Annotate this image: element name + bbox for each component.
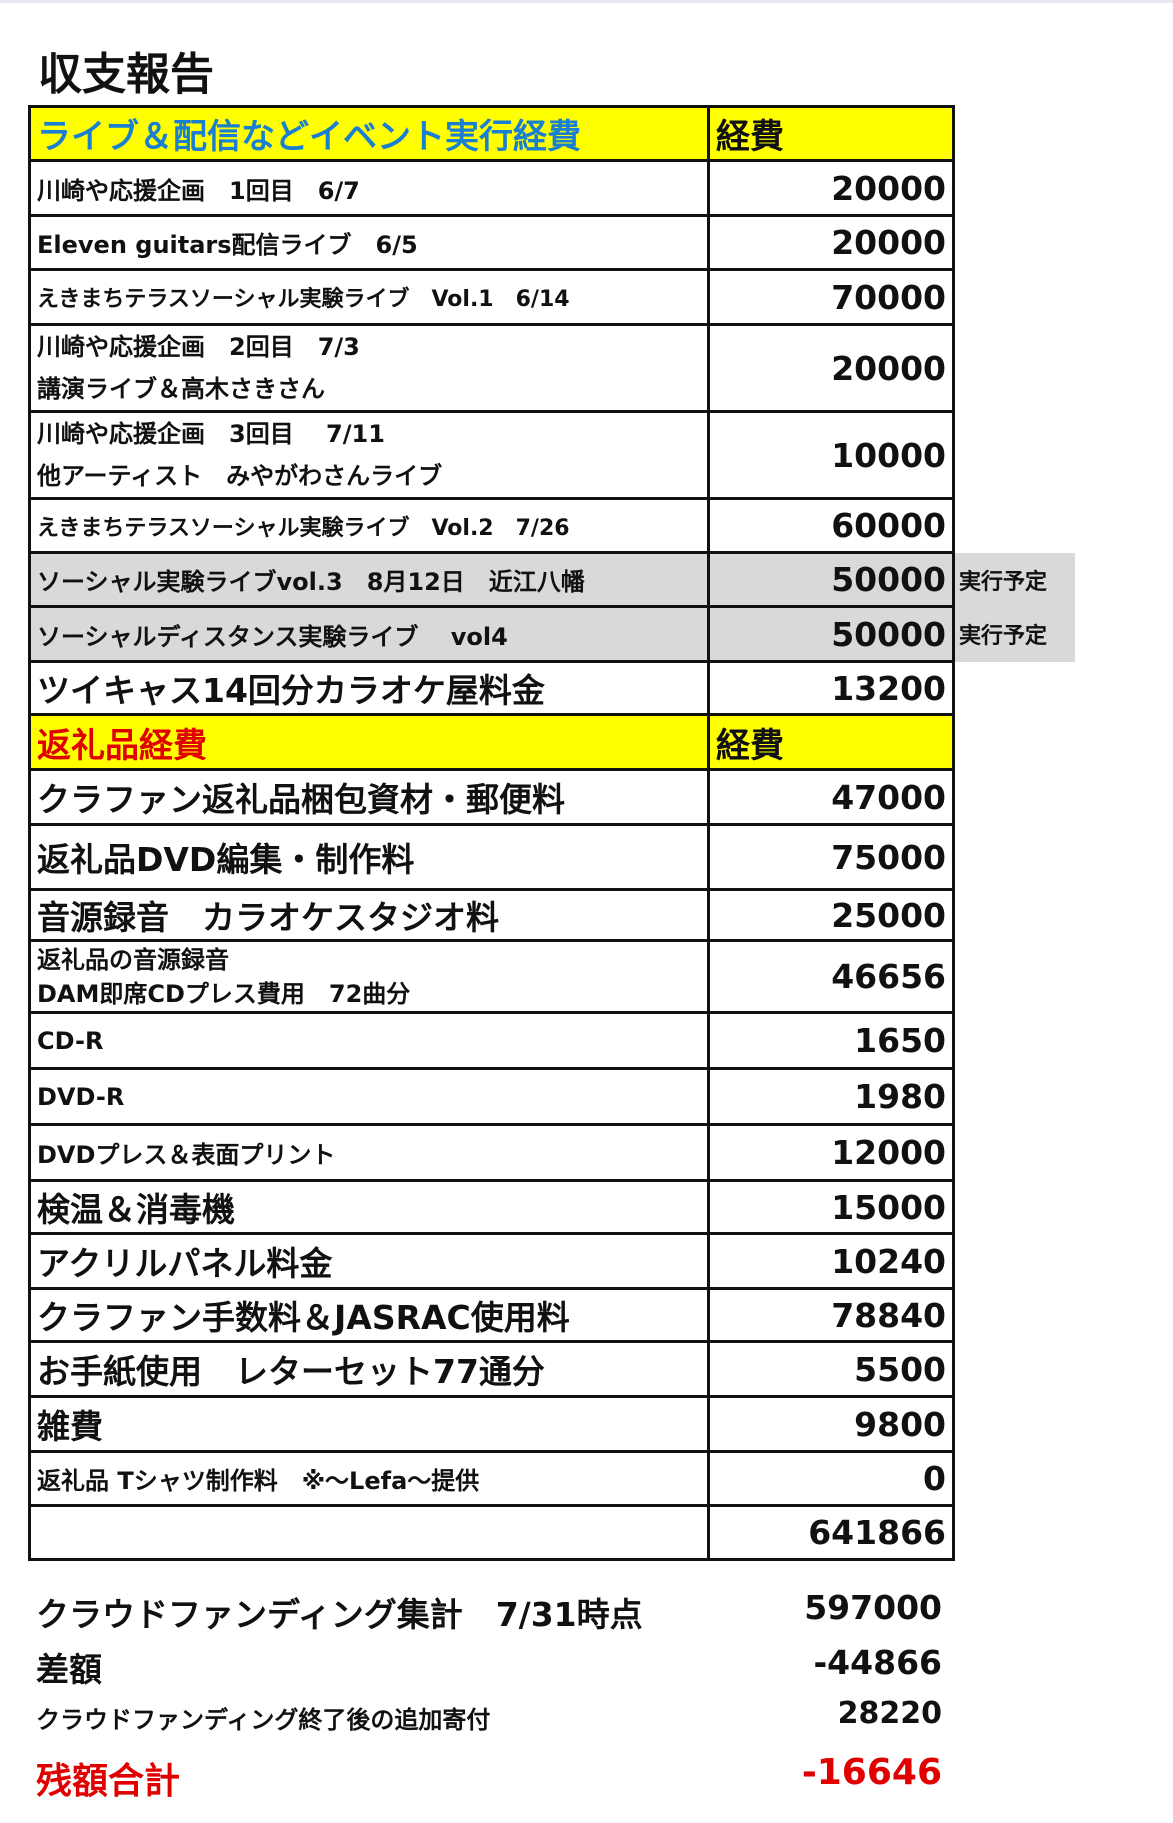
row-value: 70000 bbox=[707, 268, 955, 326]
row-label: 返礼品DVD編集・制作料 bbox=[28, 823, 710, 891]
total-row: 641866 bbox=[28, 1504, 1077, 1561]
table-row: 音源録音 カラオケスタジオ料 25000 bbox=[28, 888, 1077, 942]
row-value: 5500 bbox=[707, 1340, 955, 1398]
page-title: 収支報告 bbox=[38, 49, 214, 100]
row-label: ソーシャル実験ライブvol.3 8月12日 近江八幡 bbox=[28, 551, 710, 608]
table-row: DVDプレス＆表面プリント 12000 bbox=[28, 1123, 1077, 1182]
row-value: 10000 bbox=[707, 410, 955, 500]
table-row: DVD-R 1980 bbox=[28, 1067, 1077, 1126]
top-bar bbox=[0, 0, 1173, 3]
summary-crowdfunding: クラウドファンディング集計 7/31時点 597000 bbox=[36, 1588, 942, 1634]
table-row: クラファン返礼品梱包資材・郵便料 47000 bbox=[28, 768, 1077, 826]
row-value: 75000 bbox=[707, 823, 955, 891]
row-label: 返礼品 Tシャツ制作料 ※～Lefa～提供 bbox=[28, 1450, 710, 1507]
row-value: 15000 bbox=[707, 1179, 955, 1235]
row-value: 25000 bbox=[707, 888, 955, 942]
row-label: 音源録音 カラオケスタジオ料 bbox=[28, 888, 710, 942]
row-value: 13200 bbox=[707, 660, 955, 716]
total-value: 641866 bbox=[707, 1504, 955, 1561]
row-value: 47000 bbox=[707, 768, 955, 826]
row-value: 50000 bbox=[707, 605, 955, 663]
table-row: 川崎や応援企画 1回目 6/7 20000 bbox=[28, 159, 1077, 217]
row-label: DVD-R bbox=[28, 1067, 710, 1126]
table-row: えきまちテラスソーシャル実験ライブ Vol.1 6/14 70000 bbox=[28, 268, 1077, 326]
section-title: 返礼品経費 bbox=[28, 713, 710, 771]
cost-header: 経費 bbox=[707, 713, 955, 771]
row-value: 1650 bbox=[707, 1011, 955, 1070]
table-row: えきまちテラスソーシャル実験ライブ Vol.2 7/26 60000 bbox=[28, 497, 1077, 554]
row-label: アクリルパネル料金 bbox=[28, 1232, 710, 1290]
row-value: 12000 bbox=[707, 1123, 955, 1182]
row-value: 78840 bbox=[707, 1287, 955, 1343]
table-row: Eleven guitars配信ライブ 6/5 20000 bbox=[28, 214, 1077, 271]
summary-difference: 差額 -44866 bbox=[36, 1643, 942, 1689]
row-value: 1980 bbox=[707, 1067, 955, 1126]
summary-additional-donation: クラウドファンディング終了後の追加寄付 28220 bbox=[36, 1696, 942, 1734]
row-value: 50000 bbox=[707, 551, 955, 608]
row-label: 川崎や応援企画 1回目 6/7 bbox=[28, 159, 710, 217]
row-label: ソーシャルディスタンス実験ライブ vol4 bbox=[28, 605, 710, 663]
table-row-planned: ソーシャルディスタンス実験ライブ vol4 50000 実行予定 bbox=[28, 605, 1077, 663]
row-value: 46656 bbox=[707, 939, 955, 1014]
row-label: 検温＆消毒機 bbox=[28, 1179, 710, 1235]
table-row: 検温＆消毒機 15000 bbox=[28, 1179, 1077, 1235]
table-row: 返礼品の音源録音 DAM即席CDプレス費用 72曲分 46656 bbox=[28, 939, 1077, 1014]
table-row: 川崎や応援企画 3回目 7/11 他アーティスト みやがわさんライブ 10000 bbox=[28, 410, 1077, 500]
row-value: 20000 bbox=[707, 323, 955, 413]
section-title: ライブ＆配信などイベント実行経費 bbox=[28, 105, 710, 162]
section-header-rewards: 返礼品経費 経費 bbox=[28, 713, 1077, 771]
table-row: お手紙使用 レターセット77通分 5500 bbox=[28, 1340, 1077, 1398]
row-value: 20000 bbox=[707, 159, 955, 217]
row-label: お手紙使用 レターセット77通分 bbox=[28, 1340, 710, 1398]
row-value: 10240 bbox=[707, 1232, 955, 1290]
table-row: 雑費 9800 bbox=[28, 1395, 1077, 1453]
row-label: 雑費 bbox=[28, 1395, 710, 1453]
row-label: Eleven guitars配信ライブ 6/5 bbox=[28, 214, 710, 271]
row-value: 20000 bbox=[707, 214, 955, 271]
table-row: ツイキャス14回分カラオケ屋料金 13200 bbox=[28, 660, 1077, 716]
table-row: 返礼品 Tシャツ制作料 ※～Lefa～提供 0 bbox=[28, 1450, 1077, 1507]
planned-note: 実行予定 bbox=[953, 552, 1077, 607]
table-row: クラファン手数料＆JASRAC使用料 78840 bbox=[28, 1287, 1077, 1343]
row-label: ツイキャス14回分カラオケ屋料金 bbox=[28, 660, 710, 716]
section-header-events: ライブ＆配信などイベント実行経費 経費 bbox=[28, 105, 1077, 162]
row-value: 60000 bbox=[707, 497, 955, 554]
row-value: 0 bbox=[707, 1450, 955, 1507]
table-row: 川崎や応援企画 2回目 7/3 講演ライブ＆高木さきさん 20000 bbox=[28, 323, 1077, 413]
row-label: クラファン手数料＆JASRAC使用料 bbox=[28, 1287, 710, 1343]
row-label: DVDプレス＆表面プリント bbox=[28, 1123, 710, 1182]
row-label: 川崎や応援企画 2回目 7/3 講演ライブ＆高木さきさん bbox=[28, 323, 710, 413]
table-row-planned: ソーシャル実験ライブvol.3 8月12日 近江八幡 50000 実行予定 bbox=[28, 551, 1077, 608]
row-label: 返礼品の音源録音 DAM即席CDプレス費用 72曲分 bbox=[28, 939, 710, 1014]
summary-balance: 残額合計 -16646 bbox=[36, 1752, 942, 1802]
row-label: えきまちテラスソーシャル実験ライブ Vol.2 7/26 bbox=[28, 497, 710, 554]
table-row: 返礼品DVD編集・制作料 75000 bbox=[28, 823, 1077, 891]
row-label: CD-R bbox=[28, 1011, 710, 1070]
row-label: 川崎や応援企画 3回目 7/11 他アーティスト みやがわさんライブ bbox=[28, 410, 710, 500]
table-row: CD-R 1650 bbox=[28, 1011, 1077, 1070]
expense-table: ライブ＆配信などイベント実行経費 経費 川崎や応援企画 1回目 6/7 20000… bbox=[28, 105, 1078, 1561]
planned-note: 実行予定 bbox=[953, 606, 1077, 662]
row-label: クラファン返礼品梱包資材・郵便料 bbox=[28, 768, 710, 826]
row-label: えきまちテラスソーシャル実験ライブ Vol.1 6/14 bbox=[28, 268, 710, 326]
cost-header: 経費 bbox=[707, 105, 955, 162]
row-value: 9800 bbox=[707, 1395, 955, 1453]
table-row: アクリルパネル料金 10240 bbox=[28, 1232, 1077, 1290]
